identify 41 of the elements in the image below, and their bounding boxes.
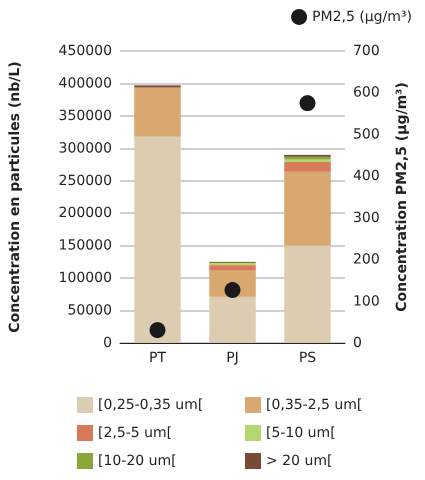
bar xyxy=(284,156,331,160)
y2-tick-label: 600 xyxy=(353,84,380,101)
y-tick-label: 50000 xyxy=(67,302,112,319)
bar xyxy=(284,159,331,162)
y2-tick-label: 100 xyxy=(353,293,380,310)
y2-tick-label: 0 xyxy=(353,335,362,351)
y-tick-label: 350000 xyxy=(58,108,112,124)
y-tick-label: 400000 xyxy=(58,75,112,92)
y-tick-label: 450000 xyxy=(58,43,112,59)
y2-tick-label: 200 xyxy=(353,252,380,268)
bar xyxy=(209,296,256,343)
legend-label: [2,5-5 um[ xyxy=(98,425,172,441)
y-tick-label: 150000 xyxy=(58,238,112,254)
x-tick-label: PJ xyxy=(226,350,239,366)
x-tick-label: PS xyxy=(298,350,316,366)
point xyxy=(150,322,166,338)
bar xyxy=(134,136,181,343)
y-tick-label: 200000 xyxy=(58,205,112,222)
x-tick-label: PT xyxy=(149,350,166,366)
legend-label: > 20 um[ xyxy=(266,453,332,469)
bar xyxy=(284,162,331,172)
y2-axis-title: Concentration PM2,5 (µg/m³) xyxy=(394,82,410,312)
y2-tick-label: 500 xyxy=(353,126,380,142)
y-tick-label: 300000 xyxy=(58,140,112,156)
bar xyxy=(134,87,181,137)
legend-label: [10-20 um[ xyxy=(98,453,177,469)
y-tick-label: 0 xyxy=(103,335,112,351)
legend-label: [5-10 um[ xyxy=(266,425,336,441)
legend-label: [0,25-0,35 um[ xyxy=(98,397,204,413)
y2-tick-label: 300 xyxy=(353,210,380,226)
y-tick-label: 100000 xyxy=(58,270,112,286)
point xyxy=(300,95,316,112)
y2-tick-label: 400 xyxy=(353,168,380,184)
bar xyxy=(209,265,256,270)
legend-label: [0,35-2,5 um[ xyxy=(266,397,362,413)
bar xyxy=(284,246,331,343)
y2-tick-label: 700 xyxy=(353,43,380,59)
y-axis-title: Concentration en particules (nb/L) xyxy=(7,61,23,333)
y-tick-label: 250000 xyxy=(58,172,112,189)
legend-label: PM2,5 (µg/m³) xyxy=(312,9,412,25)
bar xyxy=(284,172,331,246)
